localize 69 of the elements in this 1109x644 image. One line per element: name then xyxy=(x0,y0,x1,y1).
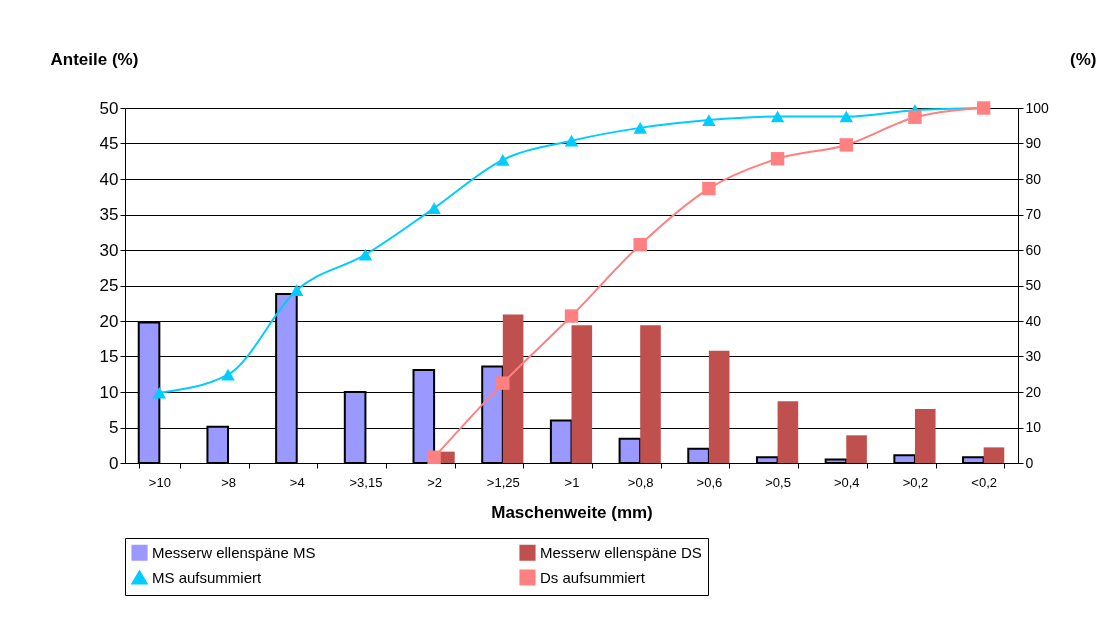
y-tick-label: 35 xyxy=(99,205,119,224)
y2-tick-label: 60 xyxy=(1025,241,1042,258)
point xyxy=(770,152,785,166)
point xyxy=(564,309,579,323)
legend-label: Messerw ellenspäne DS xyxy=(540,543,702,561)
bar xyxy=(777,401,799,463)
y-tick-label: 40 xyxy=(99,169,119,189)
x-tick-label: >8 xyxy=(221,474,236,490)
y-tick-label: 45 xyxy=(99,134,119,153)
y-tick-label: 20 xyxy=(99,311,119,331)
point xyxy=(427,202,441,214)
point xyxy=(152,386,167,399)
x-tick-label: >4 xyxy=(289,474,305,490)
point xyxy=(358,248,373,261)
point xyxy=(908,110,922,124)
y2-tick-label: 30 xyxy=(1025,348,1042,364)
x-tick-label: >1 xyxy=(564,474,580,490)
legend-label: Messerw ellenspäne MS xyxy=(152,543,316,561)
bar xyxy=(846,435,867,463)
x-tick-label: >0,4 xyxy=(833,474,860,490)
point xyxy=(221,368,235,381)
y2-tick-label: 100 xyxy=(1025,99,1050,116)
point xyxy=(564,134,579,147)
bar xyxy=(571,325,593,463)
point xyxy=(633,122,647,134)
legend-label: Ds aufsummiert xyxy=(540,568,646,586)
point xyxy=(427,450,441,465)
y2-tick-label: 20 xyxy=(1025,383,1042,400)
y2-tick-label: 10 xyxy=(1025,419,1042,435)
y2-tick-label: 80 xyxy=(1025,170,1042,187)
x-axis-title: Maschenweite (mm) xyxy=(491,502,653,522)
y-tick-label: 25 xyxy=(99,276,119,295)
y-tick-label: 10 xyxy=(99,382,119,402)
y2-tick-label: 70 xyxy=(1025,206,1042,222)
y-tick-label: 5 xyxy=(109,418,119,437)
x-tick-label: >10 xyxy=(148,474,171,490)
x-tick-label: >2 xyxy=(427,474,443,490)
y-tick-label: 0 xyxy=(109,453,119,473)
point xyxy=(839,138,853,152)
legend-label: MS aufsummiert xyxy=(152,568,263,586)
x-tick-label: >0,8 xyxy=(627,474,654,490)
y-axis-title: Anteile (%) xyxy=(50,49,139,69)
y2-tick-label: 40 xyxy=(1025,312,1042,329)
point xyxy=(496,154,510,166)
y2-tick-label: 0 xyxy=(1025,454,1034,471)
x-tick-label: >3,15 xyxy=(349,474,383,490)
y-tick-label: 15 xyxy=(99,347,119,366)
point xyxy=(839,110,853,123)
y-tick-label: 30 xyxy=(99,240,119,260)
y-tick-label: 50 xyxy=(99,98,119,118)
point xyxy=(496,376,510,390)
bar xyxy=(708,350,730,463)
y2-axis-title: (%) xyxy=(1070,49,1097,69)
point xyxy=(633,237,647,252)
y2-tick-label: 90 xyxy=(1025,135,1042,151)
bar xyxy=(983,447,1005,463)
x-tick-label: <0,2 xyxy=(971,474,997,490)
bar xyxy=(502,314,524,463)
x-tick-label: >1,25 xyxy=(486,474,520,490)
y2-tick-label: 50 xyxy=(1025,277,1042,293)
x-tick-label: >0,2 xyxy=(902,474,929,490)
x-tick-label: >0,6 xyxy=(696,474,723,490)
point xyxy=(290,284,304,296)
point xyxy=(702,114,716,126)
point xyxy=(770,110,785,123)
x-tick-label: >0,5 xyxy=(765,474,791,490)
bar xyxy=(914,409,936,463)
bar xyxy=(640,325,661,463)
point xyxy=(702,181,716,196)
